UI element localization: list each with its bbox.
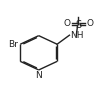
Text: NH: NH bbox=[70, 31, 84, 40]
Text: O: O bbox=[87, 19, 94, 29]
Text: O: O bbox=[63, 19, 70, 29]
Text: N: N bbox=[35, 71, 42, 80]
Text: Br: Br bbox=[8, 40, 18, 49]
Text: S: S bbox=[75, 20, 82, 30]
